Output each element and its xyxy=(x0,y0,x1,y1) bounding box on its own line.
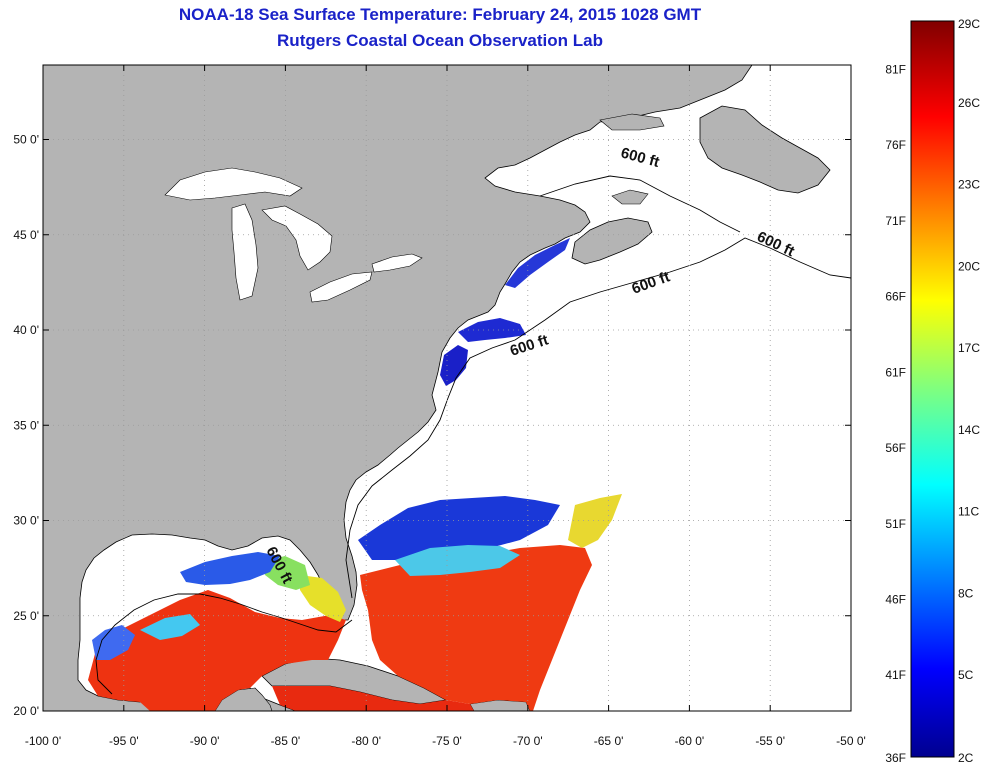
colorbar-celsius-label: 8C xyxy=(958,586,974,600)
colorbar-fahrenheit-label: 36F xyxy=(885,751,906,765)
longitude-tick-label: -100 0' xyxy=(25,734,61,748)
colorbar-fahrenheit-label: 41F xyxy=(885,668,906,682)
colorbar-fahrenheit-label: 56F xyxy=(885,441,906,455)
colorbar-celsius-label: 14C xyxy=(958,423,980,437)
sst-patch-cyan-gulf xyxy=(140,614,200,640)
lake-huron xyxy=(261,205,333,271)
latitude-tick-label: 35 0' xyxy=(13,418,39,432)
longitude-tick-label: -90 0' xyxy=(190,734,220,748)
depth-contour-gulf xyxy=(95,593,353,695)
sst-patch-cold-new-england xyxy=(458,318,526,342)
colorbar-celsius-label: 26C xyxy=(958,96,980,110)
axis-ticks xyxy=(42,65,852,712)
lake-ontario xyxy=(371,253,423,273)
depth-contour-atlantic xyxy=(345,237,851,599)
lake-erie xyxy=(309,271,373,303)
colorbar-fahrenheit-label: 81F xyxy=(885,62,906,76)
sst-patch-blue-atlantic-band xyxy=(358,496,560,560)
longitude-tick-label: -55 0' xyxy=(755,734,785,748)
map-body xyxy=(43,65,851,711)
map-subtitle: Rutgers Coastal Ocean Observation Lab xyxy=(277,31,603,50)
colorbar xyxy=(910,20,955,758)
colorbar-fahrenheit-label: 46F xyxy=(885,593,906,607)
latitude-tick-label: 50 0' xyxy=(13,133,39,147)
latitude-tick-label: 20 0' xyxy=(13,704,39,718)
land-newfoundland xyxy=(699,105,831,194)
colorbar-celsius-label: 20C xyxy=(958,259,980,273)
colorbar-fahrenheit-label: 71F xyxy=(885,214,906,228)
latitude-tick-label: 40 0' xyxy=(13,323,39,337)
sst-patch-cold-gulf-of-maine xyxy=(505,238,570,288)
colorbar-celsius-label: 11C xyxy=(958,505,979,519)
land-north-america xyxy=(43,65,753,711)
sst-patch-blue-gulf-north xyxy=(180,552,280,585)
depth-contour-northeast xyxy=(539,175,741,233)
longitude-tick-label: -80 0' xyxy=(351,734,381,748)
longitude-tick-label: -75 0' xyxy=(432,734,462,748)
sst-patch-warm-caribbean xyxy=(272,686,474,711)
sst-patch-warm-atlantic xyxy=(360,545,592,711)
colorbar-celsius-label: 23C xyxy=(958,178,980,192)
colorbar-celsius-labels: 29C 26C 23C 20C 17C 14C 11C 8C 5C 2C xyxy=(958,17,980,765)
longitude-tick-label: -85 0' xyxy=(271,734,301,748)
map-title: NOAA-18 Sea Surface Temperature: Februar… xyxy=(178,5,702,24)
sst-patch-yellow-florida-shelf xyxy=(300,575,346,622)
longitude-tick-label: -65 0' xyxy=(594,734,624,748)
latitude-tick-label: 25 0' xyxy=(13,609,39,623)
sst-patch-yellow-offshore xyxy=(568,494,622,548)
land-anticosti-pei xyxy=(599,113,665,205)
lake-superior xyxy=(164,167,303,201)
longitude-axis-labels: -100 0' -95 0' -90 0' -85 0' -80 0' -75 0' -70… xyxy=(25,734,866,748)
latitude-axis-labels: 20 0' 25 0' 30 0' 35 0' 40 0' 45 0' 50 0' xyxy=(13,133,39,719)
longitude-tick-label: -50 0' xyxy=(836,734,866,748)
latitude-tick-label: 45 0' xyxy=(13,228,39,242)
colorbar-celsius-label: 5C xyxy=(958,668,974,682)
lake-michigan xyxy=(231,203,259,301)
colorbar-celsius-label: 29C xyxy=(958,17,980,31)
colorbar-fahrenheit-label: 61F xyxy=(885,365,906,379)
colorbar-fahrenheit-labels: 81F 76F 71F 66F 61F 56F 51F 46F 41F 36F xyxy=(885,62,906,765)
colorbar-celsius-label: 2C xyxy=(958,751,974,765)
colorbar-fahrenheit-label: 66F xyxy=(885,290,906,304)
sst-patch-warm-gulf xyxy=(88,590,346,711)
latitude-tick-label: 30 0' xyxy=(13,514,39,528)
sst-patch-cyan-gulfstream xyxy=(395,545,520,576)
longitude-tick-label: -70 0' xyxy=(513,734,543,748)
sst-patch-blue-texas xyxy=(92,625,135,660)
colorbar-celsius-label: 17C xyxy=(958,341,980,355)
longitude-tick-label: -95 0' xyxy=(109,734,139,748)
colorbar-fahrenheit-label: 76F xyxy=(885,138,906,152)
longitude-tick-label: -60 0' xyxy=(675,734,705,748)
land-nova-scotia xyxy=(571,217,653,265)
colorbar-fahrenheit-label: 51F xyxy=(885,517,906,531)
